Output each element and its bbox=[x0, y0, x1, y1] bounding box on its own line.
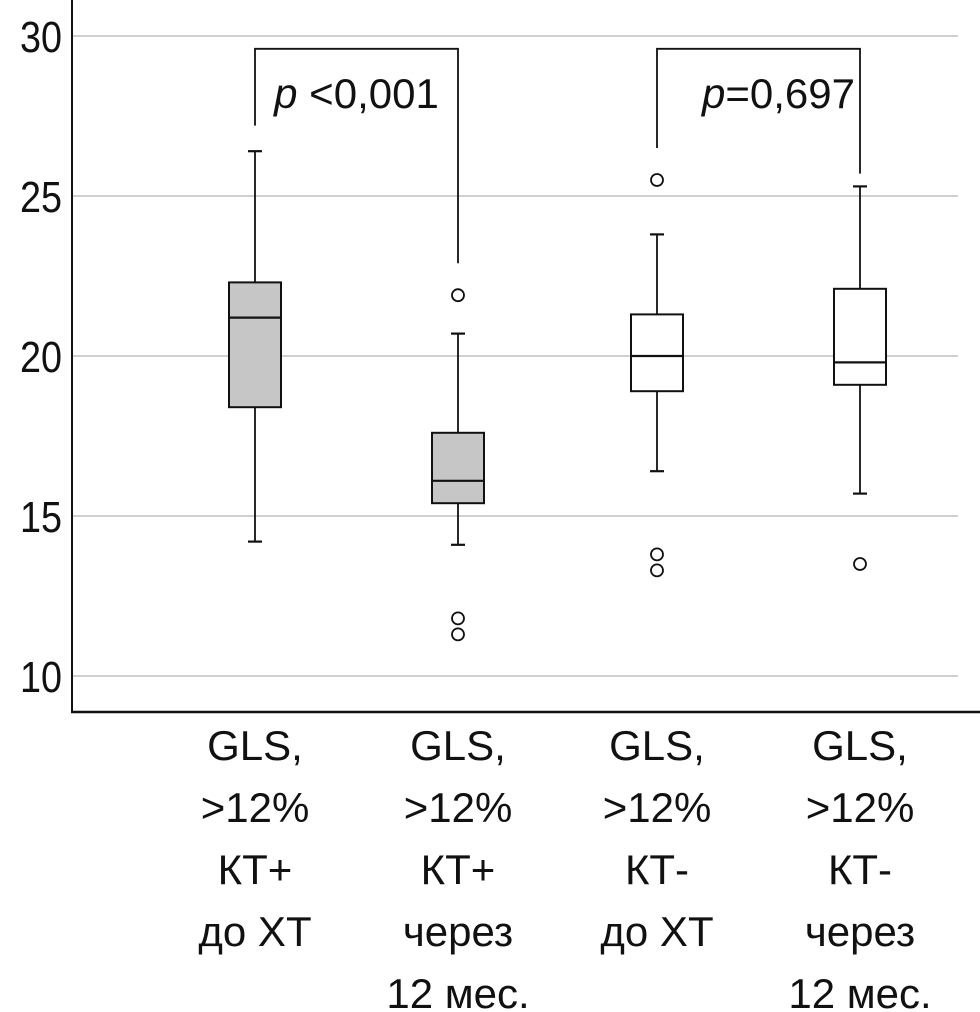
y-tick-label: 15 bbox=[20, 493, 62, 542]
significance-bracket bbox=[254, 47, 459, 264]
boxes bbox=[228, 150, 887, 642]
x-label-line: через bbox=[403, 908, 513, 955]
outlier-point bbox=[451, 611, 465, 626]
box-iqr bbox=[228, 281, 282, 409]
p-symbol: p bbox=[700, 70, 725, 117]
x-label-line: через bbox=[805, 908, 915, 955]
y-axis-ticks: 10 15 20 25 30 bbox=[20, 13, 62, 702]
box-group bbox=[431, 288, 485, 642]
significance-brackets: p <0,001 p=0,697 bbox=[254, 47, 861, 264]
x-category-label: GLS, >12% КТ-до ХТ bbox=[600, 722, 713, 955]
box-group bbox=[630, 173, 684, 578]
significance-bracket bbox=[656, 47, 861, 174]
x-label-line: КТ- bbox=[828, 846, 892, 893]
box-group bbox=[833, 185, 887, 571]
y-tick-label: 20 bbox=[20, 333, 62, 382]
x-label-line: >12% bbox=[806, 784, 915, 831]
x-label-line: 12 мес. bbox=[386, 970, 529, 1012]
p-value: =0,697 bbox=[725, 70, 855, 117]
outlier-point bbox=[650, 173, 664, 187]
x-label-line: 12 мес. bbox=[788, 970, 931, 1012]
x-label-line: КТ+ bbox=[421, 846, 496, 893]
x-label-line: до ХТ bbox=[600, 908, 713, 955]
y-tick-label: 30 bbox=[20, 13, 62, 62]
x-label-line: GLS, bbox=[812, 722, 908, 769]
outlier-point bbox=[451, 288, 465, 303]
x-label-line: >12% bbox=[603, 784, 712, 831]
box-iqr bbox=[630, 313, 684, 393]
outlier-point bbox=[650, 547, 664, 562]
x-label-line: GLS, bbox=[609, 722, 705, 769]
box-iqr bbox=[431, 431, 485, 505]
outlier-point bbox=[853, 557, 867, 571]
p-value: <0,001 bbox=[298, 70, 439, 117]
box-group bbox=[228, 150, 282, 543]
x-category-label: GLS, >12% КТ+ через 12 мес. bbox=[386, 722, 529, 1012]
y-tick-label: 10 bbox=[20, 653, 62, 702]
y-tick-label: 25 bbox=[20, 173, 62, 222]
gridlines bbox=[72, 35, 958, 677]
x-label-line: КТ+ bbox=[218, 846, 293, 893]
x-label-line: КТ- bbox=[625, 846, 689, 893]
p-value-label: p=0,697 bbox=[700, 70, 855, 117]
p-symbol: p bbox=[272, 70, 297, 117]
outlier-point bbox=[451, 627, 465, 642]
x-category-label: GLS, >12% КТ-через 12 мес. bbox=[788, 722, 931, 1012]
x-label-line: >12% bbox=[404, 784, 513, 831]
x-label-line: GLS, bbox=[207, 722, 303, 769]
box-iqr bbox=[833, 287, 887, 386]
axes bbox=[71, 0, 980, 714]
x-label-line: до ХТ bbox=[198, 908, 311, 955]
x-label-line: >12% bbox=[201, 784, 310, 831]
x-label-line: GLS, bbox=[410, 722, 506, 769]
x-category-label: GLS, >12% КТ+ до ХТ bbox=[198, 722, 311, 955]
outlier-point bbox=[650, 563, 664, 578]
p-value-label: p <0,001 bbox=[272, 70, 439, 117]
